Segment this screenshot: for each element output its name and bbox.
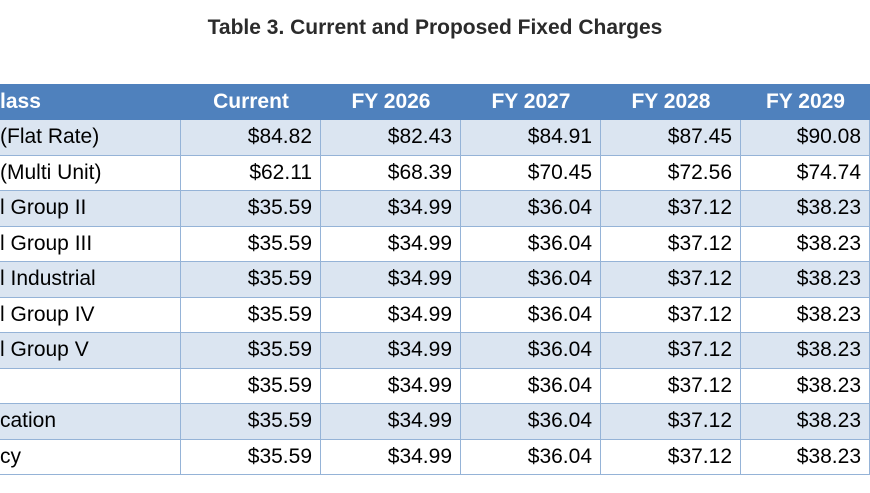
table-cell: $36.04	[461, 262, 601, 297]
table-cell: $74.74	[741, 155, 870, 190]
table-cell: (Flat Rate)	[0, 120, 181, 155]
table-cell: $36.04	[461, 404, 601, 439]
table-row: cy $35.59 $34.99 $36.04 $37.12 $38.23	[0, 439, 870, 475]
table-cell: $37.12	[601, 297, 741, 332]
table-cell: $35.59	[181, 191, 321, 226]
table-cell: $35.59	[181, 333, 321, 368]
table-cell: cation	[0, 404, 181, 439]
table-row: l Group III $35.59 $34.99 $36.04 $37.12 $38.2…	[0, 226, 870, 262]
table-cell: $34.99	[321, 262, 461, 297]
header-cell: FY 2026	[351, 89, 431, 113]
header-cell: FY 2028	[631, 89, 711, 113]
table-cell: $37.12	[601, 439, 741, 474]
table-cell: $37.12	[601, 191, 741, 226]
table-cell: $35.59	[181, 404, 321, 439]
header-cell: FY 2029	[765, 89, 845, 113]
table-cell: $34.99	[321, 226, 461, 261]
table-cell: $36.04	[461, 297, 601, 332]
table-cell: $72.56	[601, 155, 741, 190]
table-row: l Industrial $35.59 $34.99 $36.04 $37.12 $38.…	[0, 262, 870, 298]
table-cell: $34.99	[321, 333, 461, 368]
table-cell: $38.23	[741, 439, 870, 474]
table-cell: $37.12	[601, 368, 741, 403]
table-cell: $34.99	[321, 368, 461, 403]
table-cell: $62.11	[181, 155, 321, 190]
table-title: Table 3. Current and Proposed Fixed Char…	[207, 16, 663, 39]
table-cell: $36.04	[461, 439, 601, 474]
table-cell: $37.12	[601, 404, 741, 439]
header-cell: FY 2027	[491, 89, 571, 113]
table-cell: l Group IV	[0, 297, 181, 332]
table-cell: $35.59	[181, 226, 321, 261]
table-cell: $37.12	[601, 226, 741, 261]
table-cell: l Group V	[0, 333, 181, 368]
table-row: $35.59 $34.99 $36.04 $37.12 $38.23	[0, 368, 870, 404]
header-row: lass Current FY 2026 FY 2027 FY 2028 FY 2029	[0, 84, 870, 120]
table-cell: $35.59	[181, 297, 321, 332]
table-cell: $36.04	[461, 333, 601, 368]
table-row: l Group IV $35.59 $34.99 $36.04 $37.12 $38.23	[0, 297, 870, 333]
table-cell: l Group II	[0, 191, 181, 226]
table-cell: (Multi Unit)	[0, 155, 181, 190]
table-cell: $82.43	[321, 120, 461, 155]
table-cell: $38.23	[741, 262, 870, 297]
table-cell: $38.23	[741, 404, 870, 439]
table-cell: $35.59	[181, 439, 321, 474]
table-row: (Multi Unit) $62.11 $68.39 $70.45 $72.56 $74.…	[0, 155, 870, 191]
table-cell: $87.45	[601, 120, 741, 155]
table-cell: $90.08	[741, 120, 870, 155]
table-cell: l Industrial	[0, 262, 181, 297]
table-cell: cy	[0, 439, 181, 474]
table-cell: $34.99	[321, 404, 461, 439]
header-cell: Current	[213, 89, 289, 113]
table-cell: $38.23	[741, 368, 870, 403]
table-cell: $36.04	[461, 368, 601, 403]
table-row: cation $35.59 $34.99 $36.04 $37.12 $38.23	[0, 404, 870, 440]
table-cell: $34.99	[321, 191, 461, 226]
table-cell: $34.99	[321, 439, 461, 474]
table-cell: $38.23	[741, 191, 870, 226]
table-row: l Group II $35.59 $34.99 $36.04 $37.12 $38.23	[0, 191, 870, 227]
table-cell: $36.04	[461, 226, 601, 261]
table-cell: $37.12	[601, 262, 741, 297]
table-cell: $38.23	[741, 297, 870, 332]
table-cell: l Group III	[0, 226, 181, 261]
table-row: l Group V $35.59 $34.99 $36.04 $37.12 $38.23	[0, 333, 870, 369]
table-row: (Flat Rate) $84.82 $82.43 $84.91 $87.45 $90.0…	[0, 120, 870, 156]
table-cell	[0, 368, 181, 403]
table-cell: $35.59	[181, 368, 321, 403]
table-cell: $38.23	[741, 333, 870, 368]
table-cell: $68.39	[321, 155, 461, 190]
table-cell: $70.45	[461, 155, 601, 190]
table-cell: $36.04	[461, 191, 601, 226]
table-cell: $34.99	[321, 297, 461, 332]
table-cell: $35.59	[181, 262, 321, 297]
table-cell: $84.82	[181, 120, 321, 155]
table-cell: $38.23	[741, 226, 870, 261]
table-cell: $37.12	[601, 333, 741, 368]
header-cell: lass	[0, 89, 41, 113]
table-cell: $84.91	[461, 120, 601, 155]
